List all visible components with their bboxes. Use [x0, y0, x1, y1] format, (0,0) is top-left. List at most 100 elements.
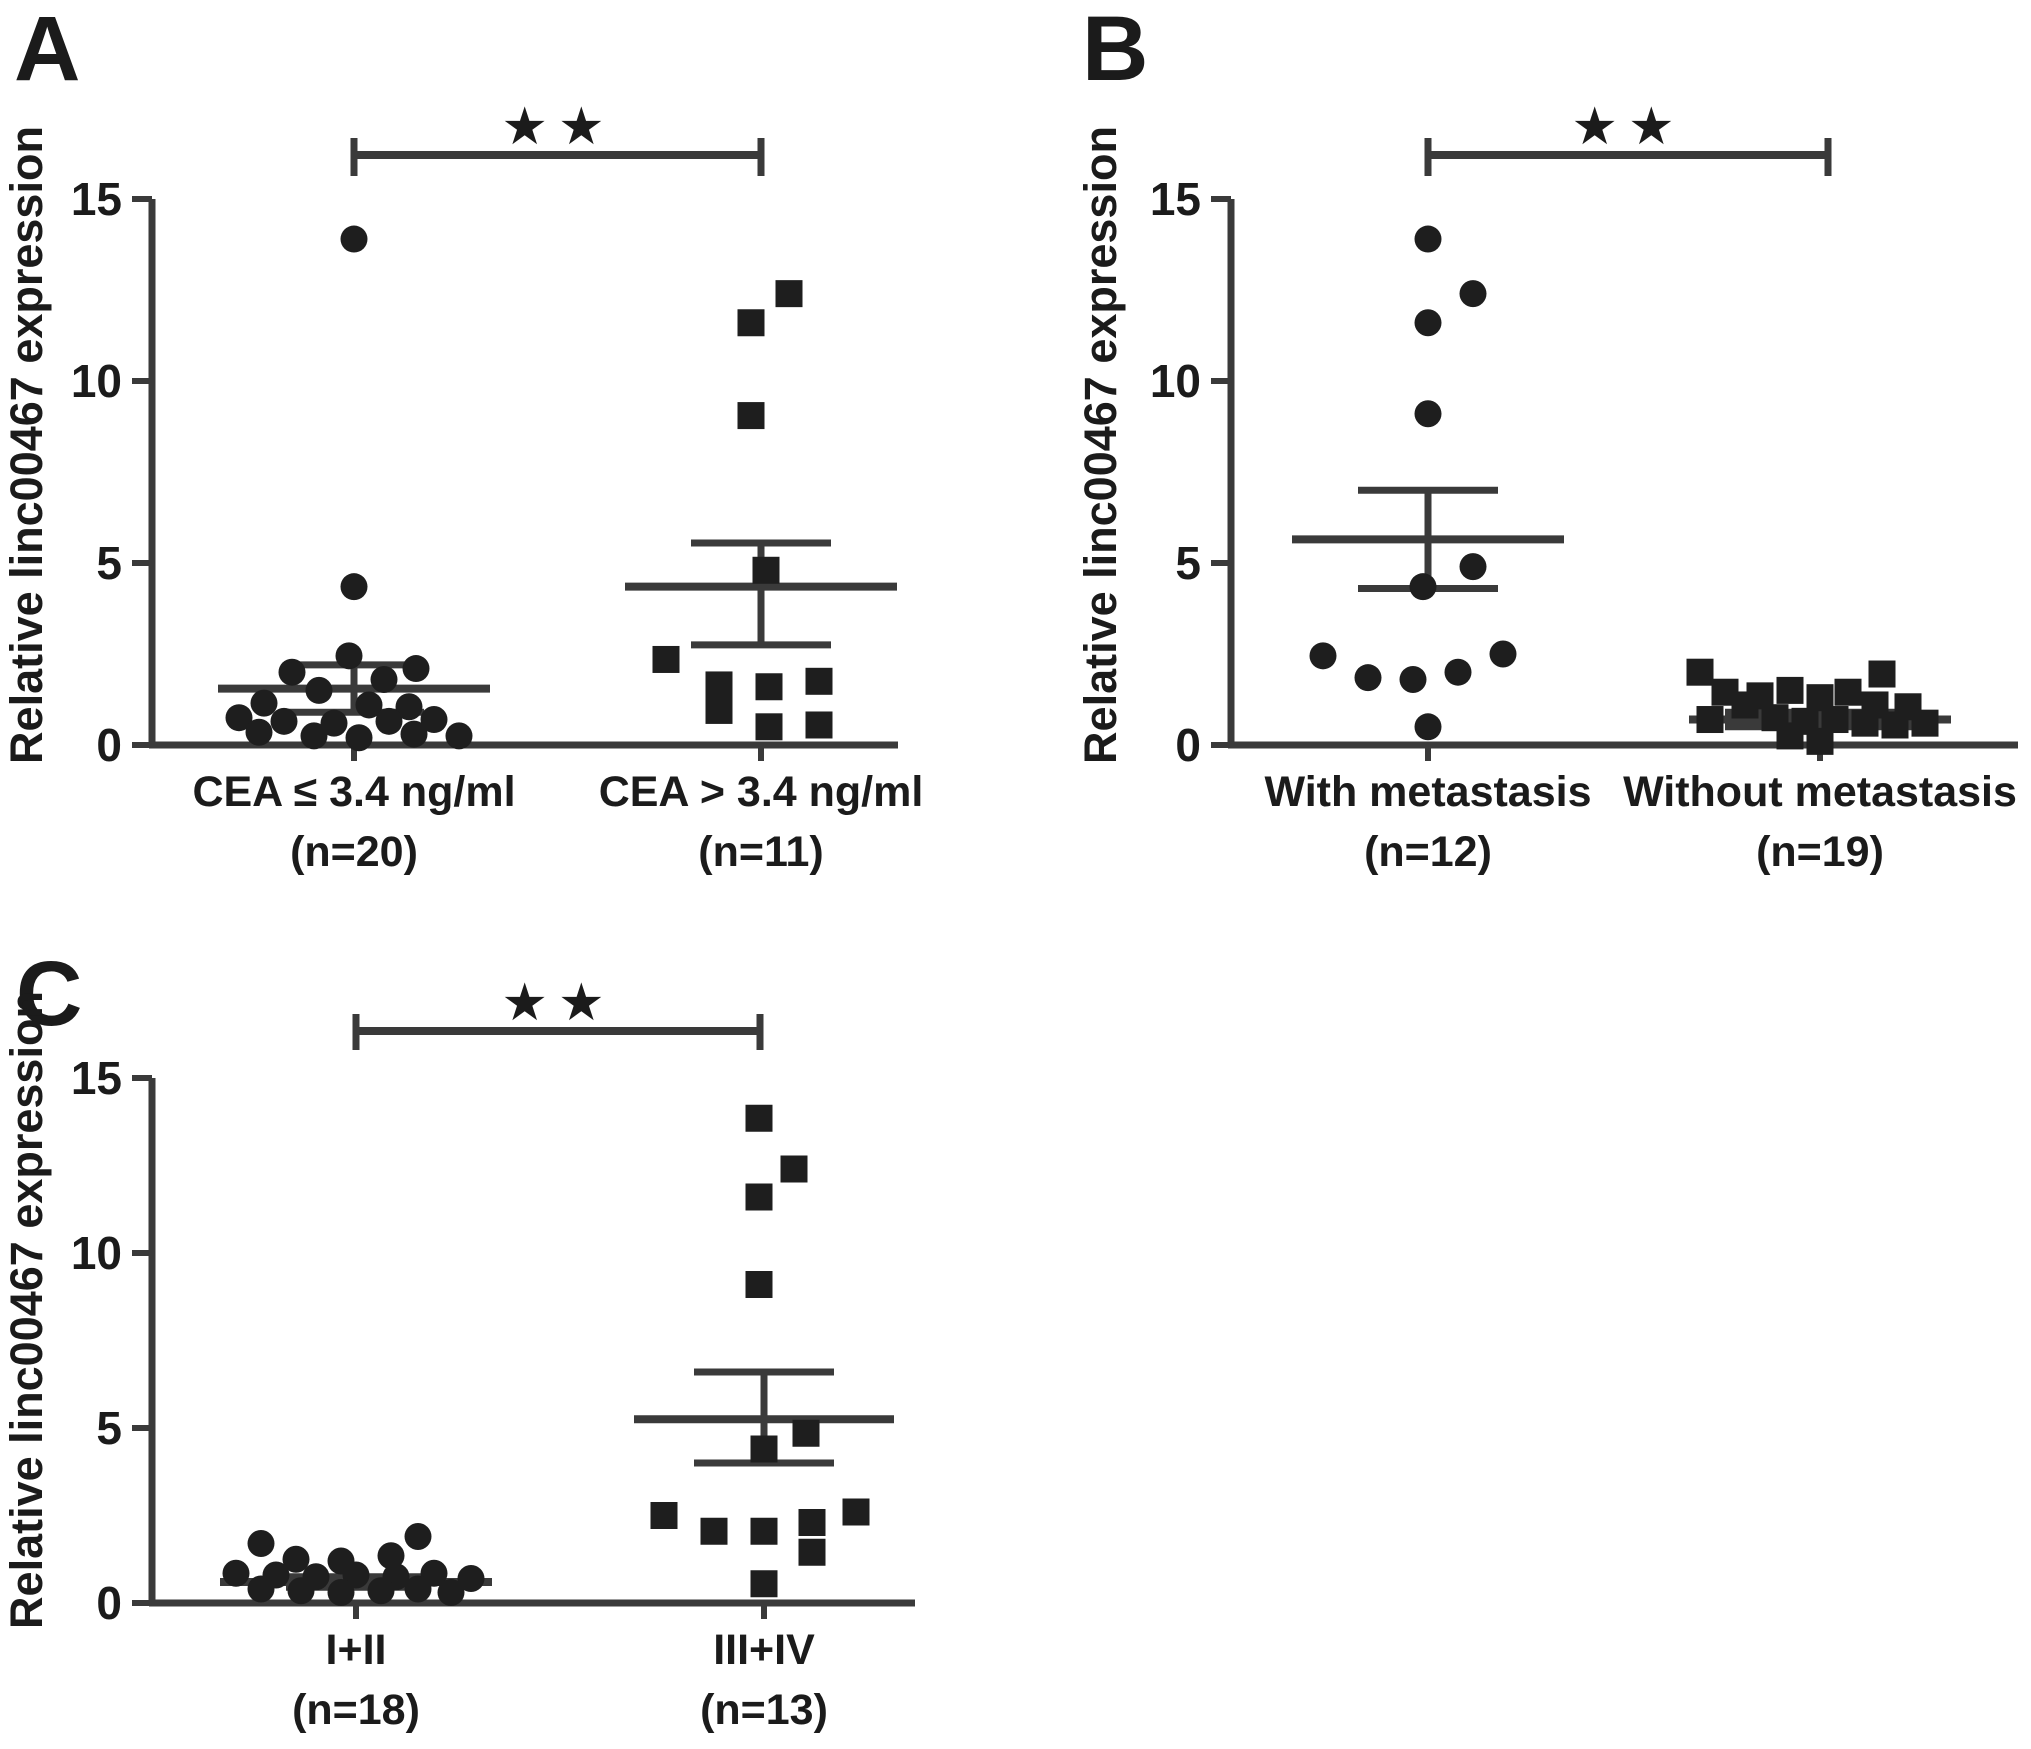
data-point-circle: [1354, 664, 1382, 692]
data-point-square: [745, 1104, 773, 1132]
panel-letter: B: [1082, 0, 1148, 100]
data-point-square: [1696, 706, 1724, 734]
data-point-square: [652, 645, 680, 673]
data-point-square: [780, 1155, 808, 1183]
data-point-circle: [225, 704, 253, 732]
y-tick-label: 5: [1175, 537, 1201, 589]
data-point-circle: [370, 665, 398, 693]
group-n-label: (n=18): [292, 1686, 420, 1734]
y-tick-label: 15: [1150, 173, 1201, 225]
data-point-square: [1776, 676, 1804, 704]
y-axis-title: Relative linc00467 expression: [1, 126, 52, 764]
data-point-square: [745, 1183, 773, 1211]
data-point-circle: [420, 706, 448, 734]
data-point-circle: [247, 1575, 275, 1603]
significance-stars: ★★: [501, 98, 614, 156]
data-point-square: [1776, 722, 1804, 750]
data-point-square: [1911, 709, 1939, 737]
data-point-square: [705, 671, 733, 699]
y-axis-title: Relative linc00467 expression: [1, 991, 52, 1629]
data-point-circle: [247, 1530, 275, 1557]
data-point-circle: [445, 722, 473, 750]
data-point-circle: [282, 1545, 310, 1573]
group-2: Without metastasis (n=19): [1623, 658, 2017, 876]
data-point-square: [650, 1502, 678, 1529]
data-point-circle: [367, 1577, 395, 1605]
data-point-square: [745, 1271, 773, 1298]
significance-stars: ★★: [501, 974, 614, 1032]
data-point-square: [755, 713, 783, 741]
y-axis-title: Relative linc00467 expression: [1075, 126, 1126, 764]
data-point-square: [798, 1509, 826, 1536]
data-point-circle: [340, 573, 368, 601]
data-point-square: [1851, 709, 1879, 737]
group-label: CEA ≤ 3.4 ng/ml: [192, 768, 515, 816]
group-n-label: (n=20): [290, 828, 418, 876]
group-label: CEA > 3.4 ng/ml: [599, 768, 924, 816]
y-tick-label: 0: [96, 1577, 122, 1629]
data-point-circle: [335, 642, 363, 670]
data-point-circle: [404, 1523, 432, 1550]
y-tick-label: 10: [71, 355, 122, 407]
data-point-circle: [402, 655, 430, 683]
data-point-square: [1806, 727, 1834, 755]
data-point-square: [750, 1435, 778, 1463]
data-point-square: [737, 309, 765, 337]
y-tick-label: 0: [1175, 719, 1201, 771]
group-n-label: (n=19): [1756, 828, 1884, 876]
data-point-circle: [1459, 553, 1487, 581]
data-point-circle: [1414, 713, 1442, 741]
data-point-circle: [327, 1579, 355, 1606]
y-tick-label: 15: [71, 1052, 122, 1104]
y-tick-label: 0: [96, 719, 122, 771]
data-point-circle: [342, 1561, 370, 1589]
y-tick-label: 5: [96, 1402, 122, 1454]
data-point-circle: [395, 693, 423, 721]
data-point-circle: [1444, 658, 1472, 686]
data-point-circle: [1489, 640, 1517, 668]
y-tick-label: 15: [71, 173, 122, 225]
group-1: With metastasis (n=12): [1265, 225, 1592, 876]
data-point-circle: [340, 225, 368, 253]
data-point-circle: [250, 689, 278, 717]
group-label: Without metastasis: [1623, 768, 2017, 816]
data-point-circle: [1414, 400, 1442, 428]
data-point-square: [737, 402, 765, 430]
data-point-circle: [457, 1565, 485, 1592]
y-tick-label: 10: [71, 1227, 122, 1279]
data-point-square: [755, 673, 783, 701]
group-2: CEA > 3.4 ng/ml (n=11): [599, 280, 924, 876]
y-tick-label: 10: [1150, 355, 1201, 407]
data-point-circle: [300, 722, 328, 750]
data-point-circle: [245, 718, 273, 746]
data-point-circle: [222, 1559, 250, 1587]
data-point-circle: [270, 707, 298, 735]
group-label: III+IV: [713, 1626, 815, 1674]
group-1: I+II (n=18): [220, 1523, 492, 1734]
data-point-square: [750, 1570, 778, 1598]
significance-stars: ★★: [1571, 98, 1684, 156]
y-tick-label: 5: [96, 537, 122, 589]
data-point-square: [1686, 658, 1714, 686]
data-point-circle: [1414, 225, 1442, 253]
data-point-circle: [1414, 309, 1442, 337]
data-point-circle: [287, 1577, 315, 1605]
panel-letter: C: [16, 943, 82, 1045]
data-point-circle: [437, 1579, 465, 1606]
panel-A: A Relative linc00467 expression 0 5 10 15 ★★ CE…: [1, 0, 923, 876]
data-point-circle: [375, 707, 403, 735]
data-point-square: [798, 1538, 826, 1566]
data-point-circle: [377, 1542, 405, 1570]
data-point-square: [750, 1517, 778, 1545]
panel-letter: A: [14, 0, 80, 100]
group-1: CEA ≤ 3.4 ng/ml (n=20): [192, 225, 516, 876]
data-point-square: [805, 711, 833, 739]
data-point-circle: [305, 676, 333, 704]
data-point-circle: [400, 720, 428, 748]
group-n-label: (n=11): [698, 828, 823, 876]
data-point-circle: [1309, 642, 1337, 670]
data-point-circle: [1459, 280, 1487, 308]
group-label: With metastasis: [1265, 768, 1592, 816]
